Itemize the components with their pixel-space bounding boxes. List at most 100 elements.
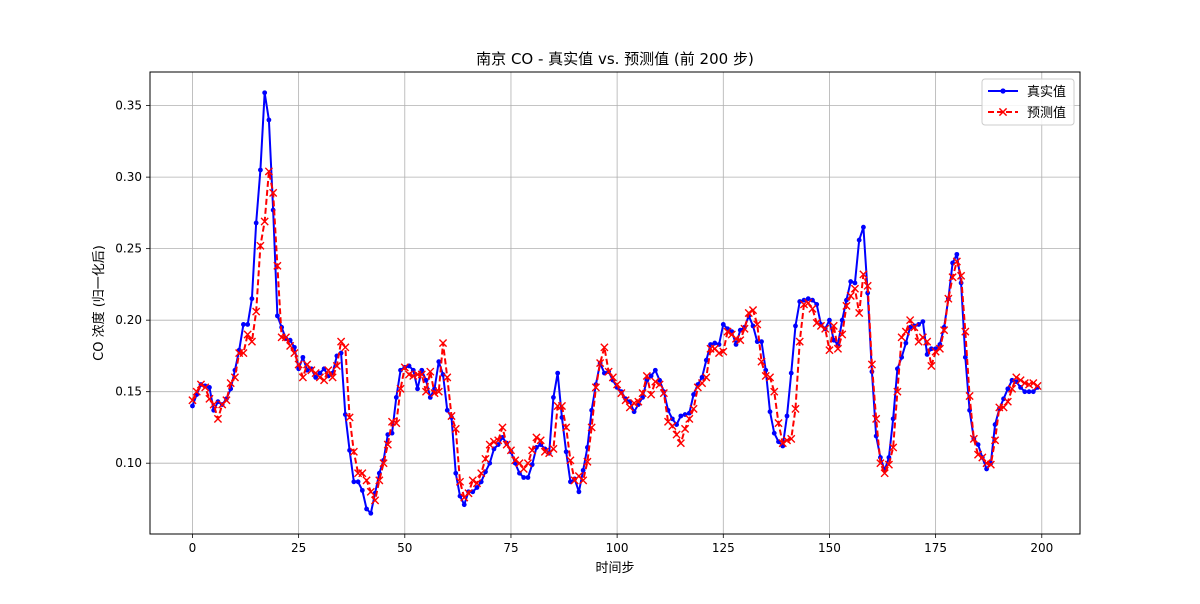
data-point bbox=[1005, 386, 1011, 392]
data-point bbox=[757, 357, 766, 366]
data-point bbox=[771, 430, 777, 436]
series-line bbox=[191, 91, 1039, 515]
data-point bbox=[519, 464, 528, 474]
x-tick-label: 200 bbox=[1030, 541, 1053, 555]
data-point bbox=[313, 374, 319, 380]
data-point bbox=[275, 313, 280, 319]
data-point bbox=[697, 379, 707, 388]
data-point bbox=[498, 423, 507, 432]
x-axis-label: 时间步 bbox=[595, 561, 634, 576]
data-point bbox=[791, 404, 800, 413]
data-point bbox=[455, 477, 465, 486]
data-point bbox=[468, 476, 477, 485]
data-point bbox=[848, 279, 854, 284]
data-point bbox=[810, 297, 815, 303]
data-point bbox=[256, 241, 265, 250]
data-point bbox=[861, 224, 866, 230]
data-point bbox=[196, 380, 206, 389]
data-point bbox=[944, 294, 953, 303]
data-point bbox=[617, 389, 626, 398]
data-point bbox=[521, 475, 527, 480]
data-point bbox=[247, 337, 257, 346]
y-tick-label: 0.35 bbox=[115, 99, 142, 113]
data-point bbox=[719, 347, 728, 356]
data-point bbox=[262, 90, 268, 96]
legend-entry-true-value: 真实值 bbox=[988, 84, 1066, 100]
data-point bbox=[920, 319, 926, 324]
data-point bbox=[855, 308, 864, 318]
data-point bbox=[829, 321, 838, 330]
data-point bbox=[678, 413, 684, 419]
data-point bbox=[341, 343, 350, 352]
data-point bbox=[474, 485, 480, 490]
data-point bbox=[511, 456, 520, 465]
data-point bbox=[893, 387, 902, 396]
data-point bbox=[744, 308, 753, 318]
data-point bbox=[691, 392, 696, 397]
data-point bbox=[805, 296, 811, 302]
y-tick-label: 0.25 bbox=[115, 242, 142, 256]
data-point bbox=[253, 220, 259, 226]
data-point bbox=[332, 361, 341, 371]
data-point bbox=[477, 469, 486, 478]
data-point bbox=[973, 450, 983, 459]
data-point bbox=[345, 413, 354, 422]
data-point bbox=[226, 379, 235, 388]
data-point bbox=[669, 416, 675, 422]
data-point bbox=[587, 423, 596, 432]
data-point bbox=[647, 390, 656, 399]
data-point bbox=[596, 358, 605, 368]
data-point bbox=[415, 386, 420, 392]
data-point bbox=[215, 399, 221, 405]
data-point bbox=[383, 440, 392, 449]
data-point bbox=[634, 397, 643, 406]
data-point bbox=[685, 414, 694, 423]
data-point bbox=[362, 476, 371, 485]
data-point bbox=[294, 360, 303, 369]
data-point bbox=[638, 389, 647, 398]
data-point bbox=[859, 270, 868, 279]
data-point bbox=[368, 510, 374, 516]
data-point bbox=[300, 354, 306, 360]
data-point bbox=[916, 322, 922, 327]
series-line bbox=[191, 170, 1039, 502]
data-point bbox=[260, 217, 269, 226]
data-point bbox=[298, 373, 307, 382]
data-point bbox=[472, 479, 482, 488]
data-point bbox=[359, 487, 365, 493]
data-point bbox=[532, 433, 541, 442]
data-point bbox=[952, 257, 961, 266]
data-point bbox=[889, 443, 898, 452]
data-point bbox=[557, 401, 567, 411]
data-point bbox=[975, 442, 981, 447]
data-point bbox=[880, 469, 889, 478]
data-point bbox=[957, 271, 966, 280]
data-point bbox=[884, 460, 893, 469]
data-point bbox=[901, 327, 910, 336]
data-point bbox=[205, 394, 214, 403]
data-point bbox=[579, 476, 588, 485]
data-point bbox=[421, 387, 431, 396]
data-point bbox=[1003, 397, 1012, 406]
series-group bbox=[188, 90, 1042, 516]
data-point bbox=[978, 453, 987, 462]
data-point bbox=[846, 291, 855, 300]
legend-marker-x bbox=[998, 107, 1008, 117]
data-point bbox=[591, 383, 600, 392]
x-tick-label: 100 bbox=[606, 541, 629, 555]
data-point bbox=[767, 409, 773, 415]
data-point bbox=[563, 449, 569, 455]
y-tick-label: 0.30 bbox=[115, 170, 142, 184]
data-point bbox=[583, 457, 592, 466]
data-point bbox=[239, 348, 248, 358]
data-point bbox=[438, 338, 448, 348]
data-point bbox=[432, 386, 437, 392]
data-point bbox=[827, 317, 832, 323]
chart-title: 南京 CO - 真实值 vs. 预测值 (前 200 步) bbox=[476, 50, 754, 68]
data-point bbox=[867, 360, 877, 369]
data-point bbox=[850, 284, 860, 293]
data-point bbox=[286, 341, 295, 351]
data-point bbox=[672, 430, 681, 439]
data-point bbox=[689, 404, 698, 413]
